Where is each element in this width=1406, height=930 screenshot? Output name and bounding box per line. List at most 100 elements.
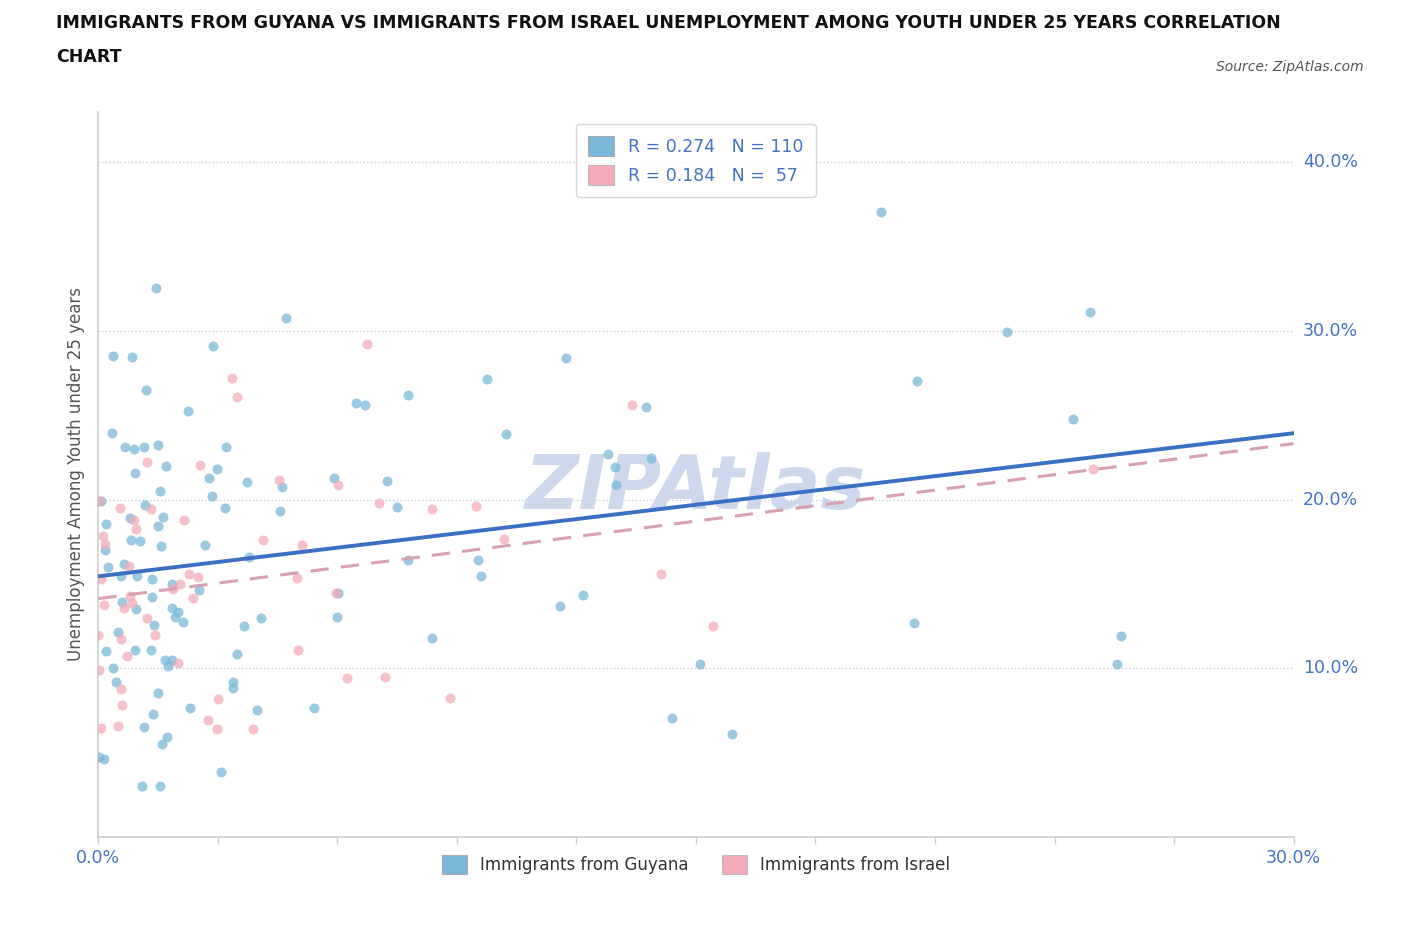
Point	[465, 498, 488, 513]
Point	[141, 590, 163, 604]
Point	[356, 337, 378, 352]
Point	[97, 560, 120, 575]
Point	[269, 504, 291, 519]
Point	[179, 566, 201, 581]
Point	[661, 711, 683, 725]
Point	[270, 480, 292, 495]
Point	[326, 609, 349, 624]
Point	[87, 750, 110, 764]
Text: ZIPAtlas: ZIPAtlas	[526, 452, 866, 525]
Point	[93, 537, 115, 551]
Point	[87, 494, 110, 509]
Point	[101, 660, 124, 675]
Point	[160, 601, 183, 616]
Text: IMMIGRANTS FROM GUYANA VS IMMIGRANTS FROM ISRAEL UNEMPLOYMENT AMONG YOUTH UNDER : IMMIGRANTS FROM GUYANA VS IMMIGRANTS FRO…	[56, 14, 1281, 32]
Point	[96, 644, 118, 658]
Text: Source: ZipAtlas.com: Source: ZipAtlas.com	[1216, 60, 1364, 74]
Point	[205, 462, 228, 477]
Point	[93, 751, 115, 766]
Point	[87, 628, 110, 643]
Point	[179, 700, 201, 715]
Point	[287, 571, 309, 586]
Point	[93, 598, 115, 613]
Point	[134, 719, 156, 734]
Point	[122, 442, 145, 457]
Point	[335, 671, 357, 685]
Point	[1105, 657, 1128, 671]
Point	[287, 643, 309, 658]
Point	[162, 577, 184, 591]
Point	[555, 351, 578, 365]
Point	[323, 471, 346, 485]
Point	[325, 585, 347, 600]
Point	[650, 566, 672, 581]
Point	[211, 764, 233, 779]
Point	[420, 631, 443, 645]
Point	[377, 473, 399, 488]
Point	[422, 501, 444, 516]
Point	[207, 691, 229, 706]
Point	[166, 604, 188, 619]
Point	[207, 721, 229, 736]
Legend: Immigrants from Guyana, Immigrants from Israel: Immigrants from Guyana, Immigrants from …	[434, 848, 957, 881]
Point	[907, 374, 929, 389]
Point	[107, 719, 129, 734]
Point	[127, 568, 149, 583]
Point	[110, 682, 132, 697]
Point	[139, 502, 162, 517]
Point	[110, 632, 132, 647]
Point	[226, 390, 249, 405]
Point	[135, 383, 157, 398]
Point	[136, 455, 159, 470]
Point	[187, 570, 209, 585]
Point	[129, 534, 152, 549]
Point	[121, 350, 143, 365]
Point	[94, 543, 117, 558]
Point	[118, 589, 141, 604]
Point	[94, 516, 117, 531]
Point	[173, 512, 195, 527]
Point	[640, 451, 662, 466]
Point	[302, 700, 325, 715]
Point	[385, 500, 408, 515]
Point	[150, 737, 173, 751]
Point	[165, 610, 187, 625]
Point	[620, 397, 643, 412]
Point	[169, 577, 191, 591]
Point	[252, 533, 274, 548]
Point	[172, 615, 194, 630]
Point	[120, 533, 142, 548]
Point	[467, 552, 489, 567]
Point	[146, 438, 169, 453]
Point	[344, 396, 367, 411]
Point	[114, 557, 136, 572]
Point	[111, 594, 134, 609]
Point	[90, 571, 112, 586]
Point	[148, 685, 170, 700]
Point	[118, 511, 141, 525]
Point	[492, 531, 515, 546]
Point	[246, 702, 269, 717]
Point	[214, 500, 236, 515]
Point	[131, 779, 153, 794]
Point	[177, 404, 200, 418]
Point	[149, 484, 172, 498]
Point	[233, 618, 256, 633]
Point	[101, 349, 124, 364]
Point	[190, 458, 212, 472]
Point	[396, 552, 419, 567]
Point	[121, 595, 143, 610]
Point	[221, 371, 243, 386]
Point	[1109, 628, 1132, 643]
Point	[689, 657, 711, 671]
Point	[135, 610, 157, 625]
Point	[156, 658, 179, 673]
Point	[118, 559, 141, 574]
Point	[222, 675, 245, 690]
Point	[367, 495, 389, 510]
Point	[112, 601, 135, 616]
Text: 20.0%: 20.0%	[1303, 491, 1358, 509]
Point	[548, 598, 571, 613]
Point	[142, 707, 165, 722]
Point	[194, 538, 217, 552]
